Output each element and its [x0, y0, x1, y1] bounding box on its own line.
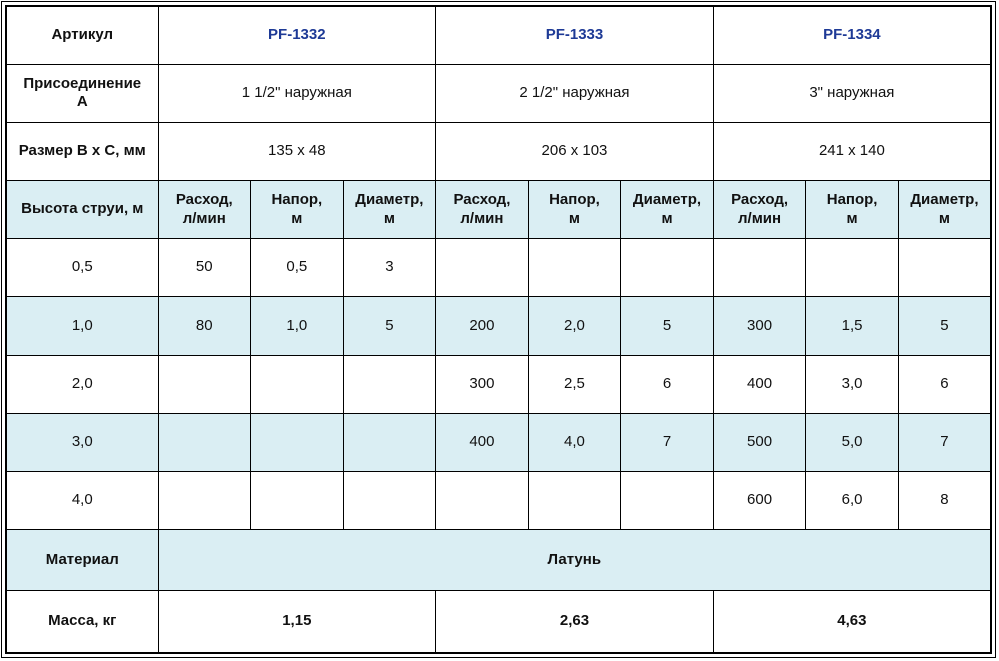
table-cell: 2,0 — [527, 296, 622, 356]
connection-label: Присоединение А — [5, 63, 159, 123]
table-cell: 0,5 — [250, 238, 344, 298]
article-row: Артикул PF-1332 PF-1333 PF-1334 — [5, 5, 992, 65]
table-cell: 400 — [712, 354, 807, 414]
table-cell — [157, 470, 252, 531]
table-cell: 8 — [897, 470, 992, 531]
size-row: Размер В х С, мм 135 х 48 206 х 103 241 … — [5, 121, 992, 182]
table-cell: 300 — [435, 354, 529, 414]
connection-value-3: 3" наружная — [712, 63, 992, 123]
table-cell: 5,0 — [805, 412, 899, 472]
table-cell: 6 — [620, 354, 714, 414]
size-value-2: 206 х 103 — [435, 121, 714, 182]
size-value-3: 241 х 140 — [712, 121, 992, 182]
material-label: Материал — [5, 529, 159, 592]
table-cell — [527, 238, 622, 298]
data-row-1-0: 1,0 80 1,0 5 200 2,0 5 300 1,5 5 — [5, 296, 992, 356]
size-label: Размер В х С, мм — [5, 121, 159, 182]
table-cell — [805, 238, 899, 298]
data-row-4-0: 4,0 600 6,0 8 — [5, 470, 992, 531]
jet-height-value: 1,0 — [5, 296, 159, 356]
mass-value-3: 4,63 — [712, 590, 992, 654]
article-value-1: PF-1332 — [157, 5, 437, 65]
table-cell — [527, 470, 622, 531]
table-cell — [157, 354, 252, 414]
table-cell — [250, 470, 344, 531]
table-cell: 200 — [435, 296, 529, 356]
table-cell — [342, 412, 437, 472]
jet-height-value: 3,0 — [5, 412, 159, 472]
material-row: Материал Латунь — [5, 529, 992, 592]
mass-value-2: 2,63 — [435, 590, 714, 654]
table-cell — [620, 238, 714, 298]
table-cell: 1,5 — [805, 296, 899, 356]
table-cell — [435, 470, 529, 531]
product-spec-table: Артикул PF-1332 PF-1333 PF-1334 Присоеди… — [5, 5, 992, 654]
header-diameter-2: Диаметр, м — [620, 180, 714, 240]
size-value-1: 135 х 48 — [157, 121, 437, 182]
table-cell: 500 — [712, 412, 807, 472]
table-cell: 5 — [342, 296, 437, 356]
table-cell — [435, 238, 529, 298]
table-cell: 50 — [157, 238, 252, 298]
material-value: Латунь — [157, 529, 992, 592]
jet-height-value: 0,5 — [5, 238, 159, 298]
table-cell — [342, 354, 437, 414]
table-cell: 5 — [620, 296, 714, 356]
data-row-2-0: 2,0 300 2,5 6 400 3,0 6 — [5, 354, 992, 414]
article-label: Артикул — [5, 5, 159, 65]
table-cell — [897, 238, 992, 298]
table-cell: 5 — [897, 296, 992, 356]
connection-value-2: 2 1/2" наружная — [435, 63, 714, 123]
table-cell: 6,0 — [805, 470, 899, 531]
table-cell: 3 — [342, 238, 437, 298]
mass-value-1: 1,15 — [157, 590, 437, 654]
table-cell — [342, 470, 437, 531]
mass-row: Масса, кг 1,15 2,63 4,63 — [5, 590, 992, 654]
table-cell — [620, 470, 714, 531]
column-header-row: Высота струи, м Расход, л/мин Напор, м Д… — [5, 180, 992, 240]
table-cell: 1,0 — [250, 296, 344, 356]
header-flow-3: Расход, л/мин — [712, 180, 807, 240]
jet-height-value: 4,0 — [5, 470, 159, 531]
table-cell: 6 — [897, 354, 992, 414]
header-head-1: Напор, м — [250, 180, 344, 240]
table-cell — [250, 412, 344, 472]
table-cell: 7 — [620, 412, 714, 472]
table-cell: 7 — [897, 412, 992, 472]
table-cell: 600 — [712, 470, 807, 531]
table-cell: 3,0 — [805, 354, 899, 414]
article-value-3: PF-1334 — [712, 5, 992, 65]
header-head-2: Напор, м — [527, 180, 622, 240]
connection-value-1: 1 1/2" наружная — [157, 63, 437, 123]
header-flow-2: Расход, л/мин — [435, 180, 529, 240]
header-diameter-1: Диаметр, м — [342, 180, 437, 240]
article-value-2: PF-1333 — [435, 5, 714, 65]
connection-row: Присоединение А 1 1/2" наружная 2 1/2" н… — [5, 63, 992, 123]
table-cell: 400 — [435, 412, 529, 472]
jet-height-value: 2,0 — [5, 354, 159, 414]
table-cell — [157, 412, 252, 472]
header-head-3: Напор, м — [805, 180, 899, 240]
header-diameter-3: Диаметр, м — [897, 180, 992, 240]
mass-label: Масса, кг — [5, 590, 159, 654]
table-cell: 80 — [157, 296, 252, 356]
header-flow-1: Расход, л/мин — [157, 180, 252, 240]
data-row-3-0: 3,0 400 4,0 7 500 5,0 7 — [5, 412, 992, 472]
table-cell — [250, 354, 344, 414]
table-cell: 300 — [712, 296, 807, 356]
table-cell: 4,0 — [527, 412, 622, 472]
table-cell — [712, 238, 807, 298]
data-row-0-5: 0,5 50 0,5 3 — [5, 238, 992, 298]
table-cell: 2,5 — [527, 354, 622, 414]
jet-height-label: Высота струи, м — [5, 180, 159, 240]
